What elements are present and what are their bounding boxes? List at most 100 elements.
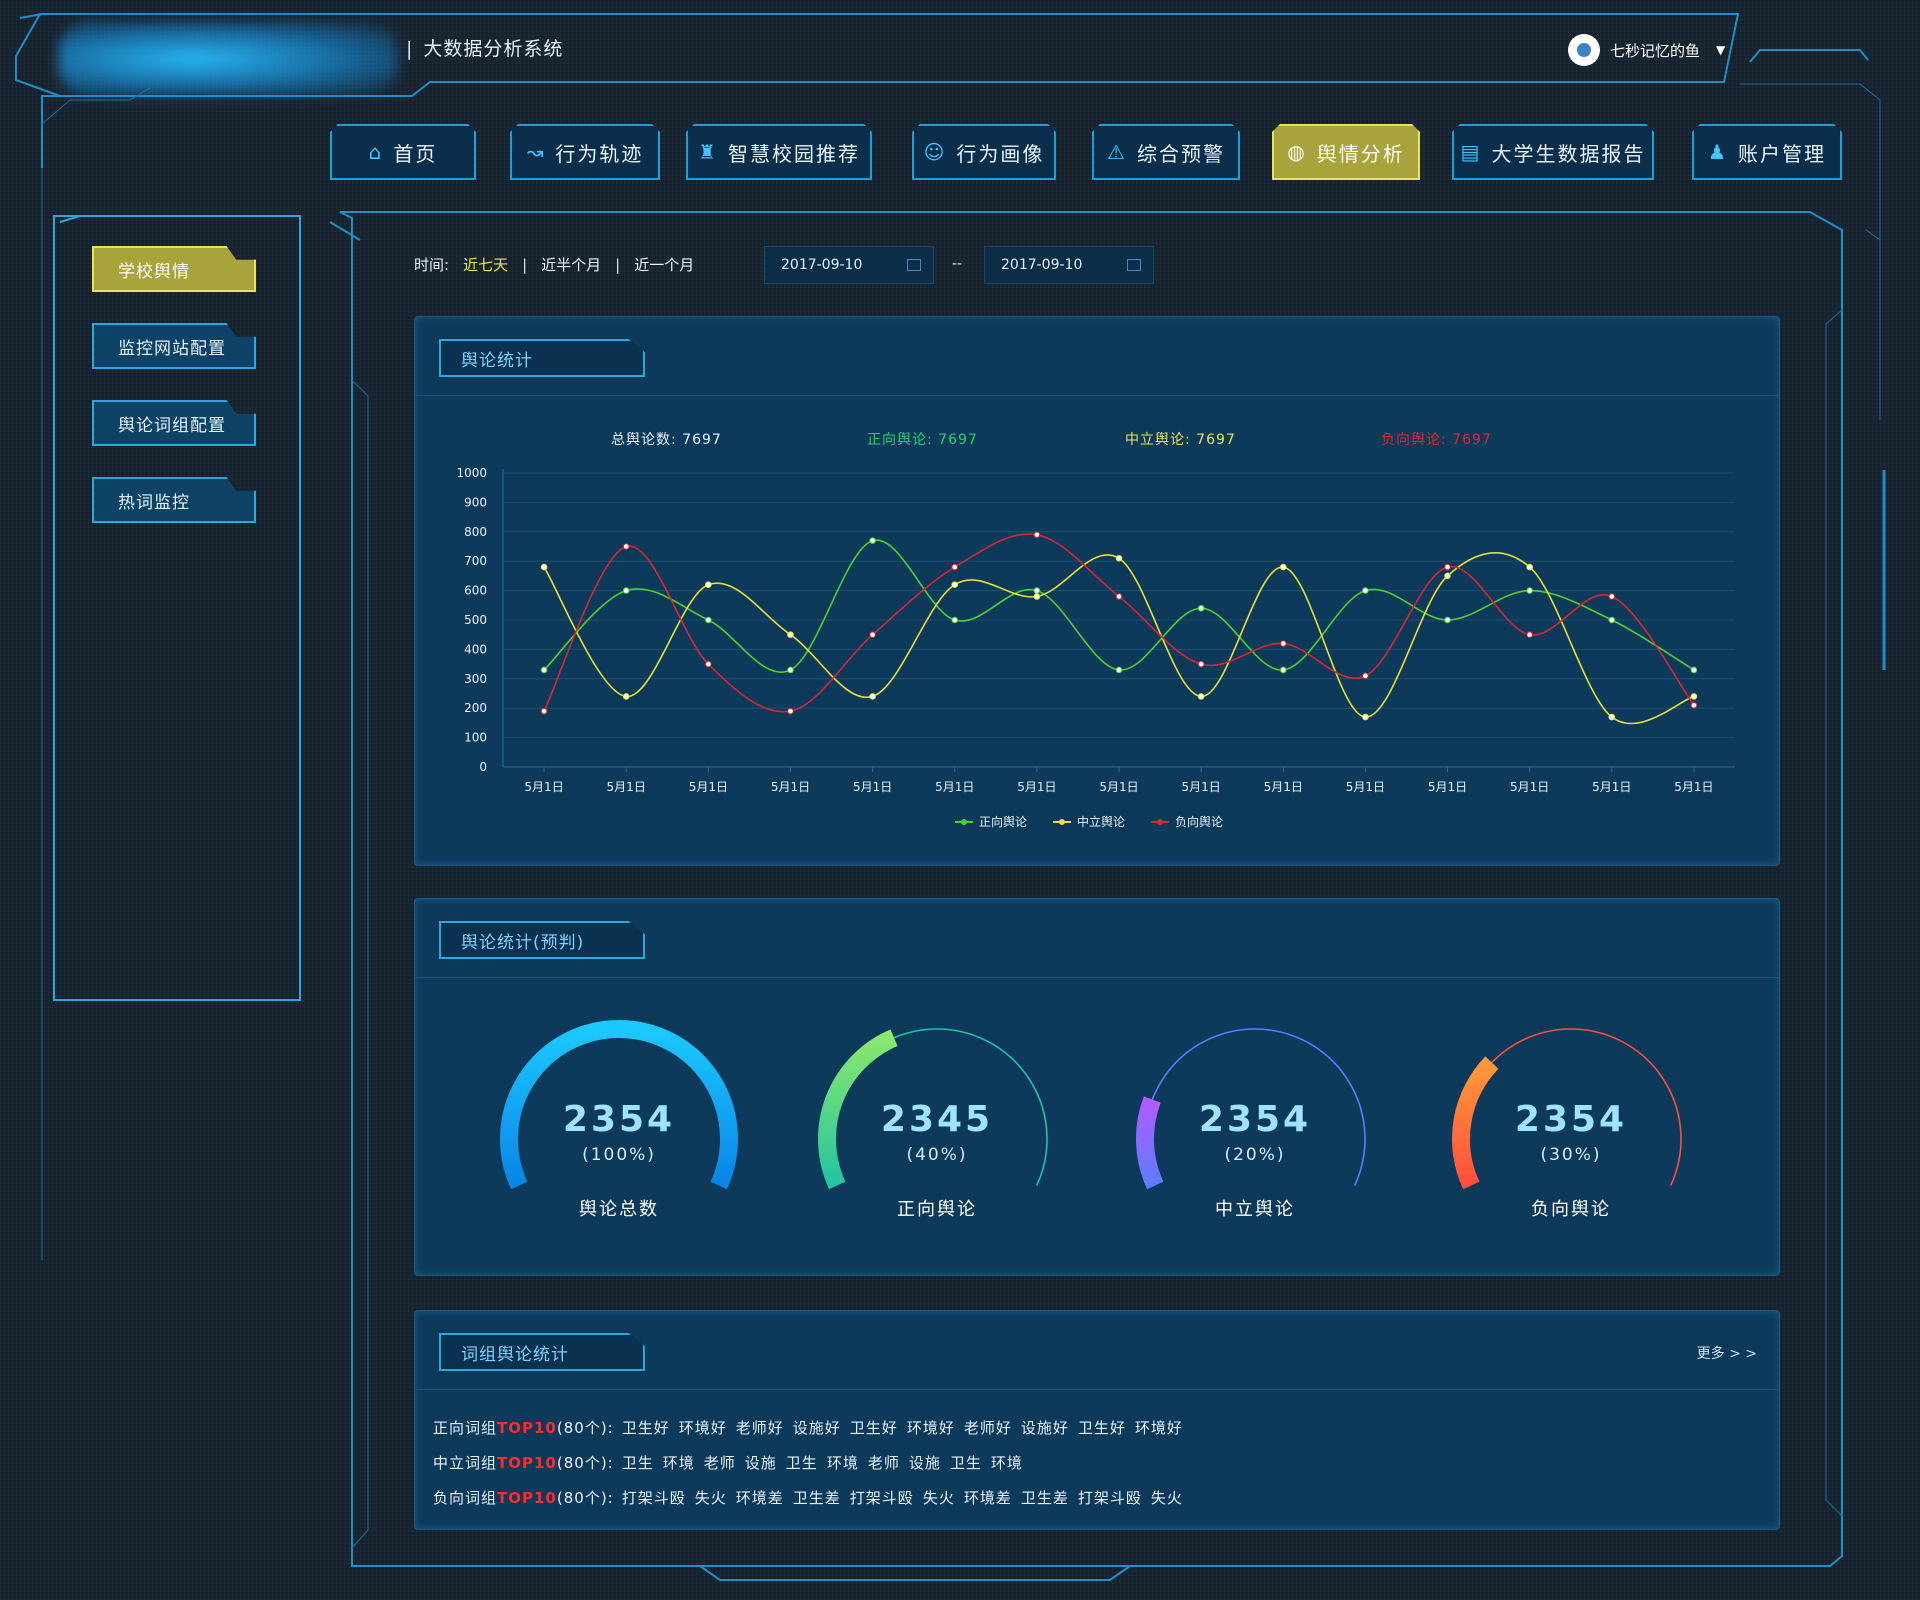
data-point[interactable] (1444, 572, 1451, 580)
keyword[interactable]: 环境好 (1134, 1419, 1183, 1437)
data-point[interactable] (705, 660, 712, 668)
avatar[interactable] (1568, 34, 1600, 66)
data-point[interactable] (705, 616, 712, 624)
data-point[interactable] (1197, 693, 1205, 700)
keyword[interactable]: 环境好 (906, 1419, 955, 1437)
calendar-icon[interactable] (1127, 259, 1141, 271)
keyword[interactable]: 卫生好 (621, 1419, 670, 1437)
more-link[interactable]: 更多 > > (1696, 1346, 1757, 1362)
keyword[interactable]: 老师 (703, 1454, 736, 1472)
keyword[interactable]: 卫生差 (792, 1489, 841, 1507)
filter-option-half-month[interactable]: 近半个月 (541, 256, 602, 274)
keyword[interactable]: 设施 (744, 1454, 777, 1472)
data-point[interactable] (1526, 563, 1533, 571)
data-point[interactable] (1279, 666, 1287, 674)
data-point[interactable] (1115, 593, 1123, 600)
legend-item-neutral[interactable]: 中立舆论 (1053, 813, 1125, 830)
data-point[interactable] (1033, 587, 1041, 594)
data-point[interactable] (787, 631, 794, 639)
data-point[interactable] (1279, 640, 1287, 647)
data-point[interactable] (869, 693, 876, 700)
keyword[interactable]: 卫生 (621, 1454, 654, 1472)
keyword[interactable]: 失火 (922, 1489, 955, 1507)
sidebar-item-1[interactable]: 监控网站配置 (92, 323, 256, 369)
data-point[interactable] (1608, 616, 1616, 624)
data-point[interactable] (1690, 701, 1698, 709)
legend-item-negative[interactable]: 负向舆论 (1151, 813, 1223, 830)
keyword[interactable]: 设施好 (792, 1419, 841, 1437)
data-point[interactable] (540, 563, 548, 571)
keyword[interactable]: 环境差 (963, 1489, 1012, 1507)
data-point[interactable] (951, 563, 959, 571)
keyword[interactable]: 设施 (908, 1454, 941, 1472)
keyword[interactable]: 环境 (826, 1454, 859, 1472)
data-point[interactable] (951, 581, 959, 589)
data-point[interactable] (1115, 554, 1123, 562)
keyword[interactable]: 打架斗殴 (849, 1489, 914, 1507)
data-point[interactable] (869, 631, 876, 639)
filter-option-month[interactable]: 近一个月 (634, 256, 695, 274)
data-point[interactable] (1444, 616, 1451, 624)
data-point[interactable] (622, 543, 630, 550)
keyword[interactable]: 卫生 (949, 1454, 982, 1472)
data-point[interactable] (1033, 531, 1041, 539)
sidebar-item-2[interactable]: 舆论词组配置 (92, 400, 256, 446)
data-point[interactable] (540, 666, 548, 674)
nav-tab-2[interactable]: ♜ 智慧校园推荐 (686, 124, 872, 180)
data-point[interactable] (869, 537, 876, 544)
calendar-icon[interactable] (907, 259, 921, 271)
nav-tab-5[interactable]: ◍ 舆情分析 (1272, 124, 1420, 180)
data-point[interactable] (1526, 631, 1533, 639)
caret-down-icon[interactable]: ▼ (1716, 43, 1726, 57)
keyword[interactable]: 失火 (1150, 1489, 1183, 1507)
nav-tab-1[interactable]: ↝ 行为轨迹 (510, 124, 660, 180)
data-point[interactable] (787, 707, 794, 715)
user-menu[interactable]: 七秒记忆的鱼 ▼ (1568, 34, 1725, 66)
data-point[interactable] (951, 616, 959, 624)
keyword[interactable]: 卫生好 (849, 1419, 898, 1437)
data-point[interactable] (622, 587, 630, 594)
nav-tab-0[interactable]: ⌂ 首页 (330, 124, 476, 180)
data-point[interactable] (622, 693, 630, 700)
keyword[interactable]: 环境差 (735, 1489, 784, 1507)
data-point[interactable] (1608, 593, 1616, 600)
keyword[interactable]: 环境 (990, 1454, 1023, 1472)
filter-option-7days[interactable]: 近七天 (463, 256, 509, 274)
keyword[interactable]: 打架斗殴 (621, 1489, 686, 1507)
data-point[interactable] (1362, 672, 1369, 680)
keyword[interactable]: 失火 (694, 1489, 727, 1507)
data-point[interactable] (705, 581, 712, 589)
nav-tab-6[interactable]: ▤ 大学生数据报告 (1452, 124, 1654, 180)
data-point[interactable] (1362, 713, 1369, 721)
nav-tab-4[interactable]: ⚠ 综合预警 (1092, 124, 1240, 180)
data-point[interactable] (1033, 593, 1041, 600)
data-point[interactable] (1197, 660, 1205, 668)
keyword[interactable]: 打架斗殴 (1077, 1489, 1142, 1507)
legend-item-positive[interactable]: 正向舆论 (955, 813, 1027, 830)
keyword[interactable]: 环境 (662, 1454, 695, 1472)
nav-tab-7[interactable]: ♟ 账户管理 (1692, 124, 1842, 180)
data-point[interactable] (1608, 713, 1616, 721)
data-point[interactable] (787, 666, 794, 674)
data-point[interactable] (1279, 563, 1287, 571)
data-point[interactable] (1362, 587, 1369, 594)
data-point[interactable] (1444, 563, 1451, 571)
keyword[interactable]: 老师好 (963, 1419, 1012, 1437)
data-point[interactable] (1197, 604, 1205, 612)
end-date-input[interactable]: 2017-09-10 (984, 246, 1154, 284)
data-point[interactable] (1526, 587, 1533, 594)
sidebar-item-0[interactable]: 学校舆情 (92, 246, 256, 292)
keyword[interactable]: 老师 (867, 1454, 900, 1472)
start-date-input[interactable]: 2017-09-10 (764, 246, 934, 284)
keyword[interactable]: 卫生差 (1020, 1489, 1069, 1507)
keyword[interactable]: 环境好 (678, 1419, 727, 1437)
keyword[interactable]: 设施好 (1020, 1419, 1069, 1437)
keyword[interactable]: 卫生 (785, 1454, 818, 1472)
keyword[interactable]: 老师好 (735, 1419, 784, 1437)
keyword[interactable]: 卫生好 (1077, 1419, 1126, 1437)
nav-tab-3[interactable]: ☺ 行为画像 (912, 124, 1056, 180)
data-point[interactable] (1690, 666, 1698, 674)
data-point[interactable] (540, 707, 548, 715)
data-point[interactable] (1690, 693, 1698, 700)
data-point[interactable] (1115, 666, 1123, 674)
